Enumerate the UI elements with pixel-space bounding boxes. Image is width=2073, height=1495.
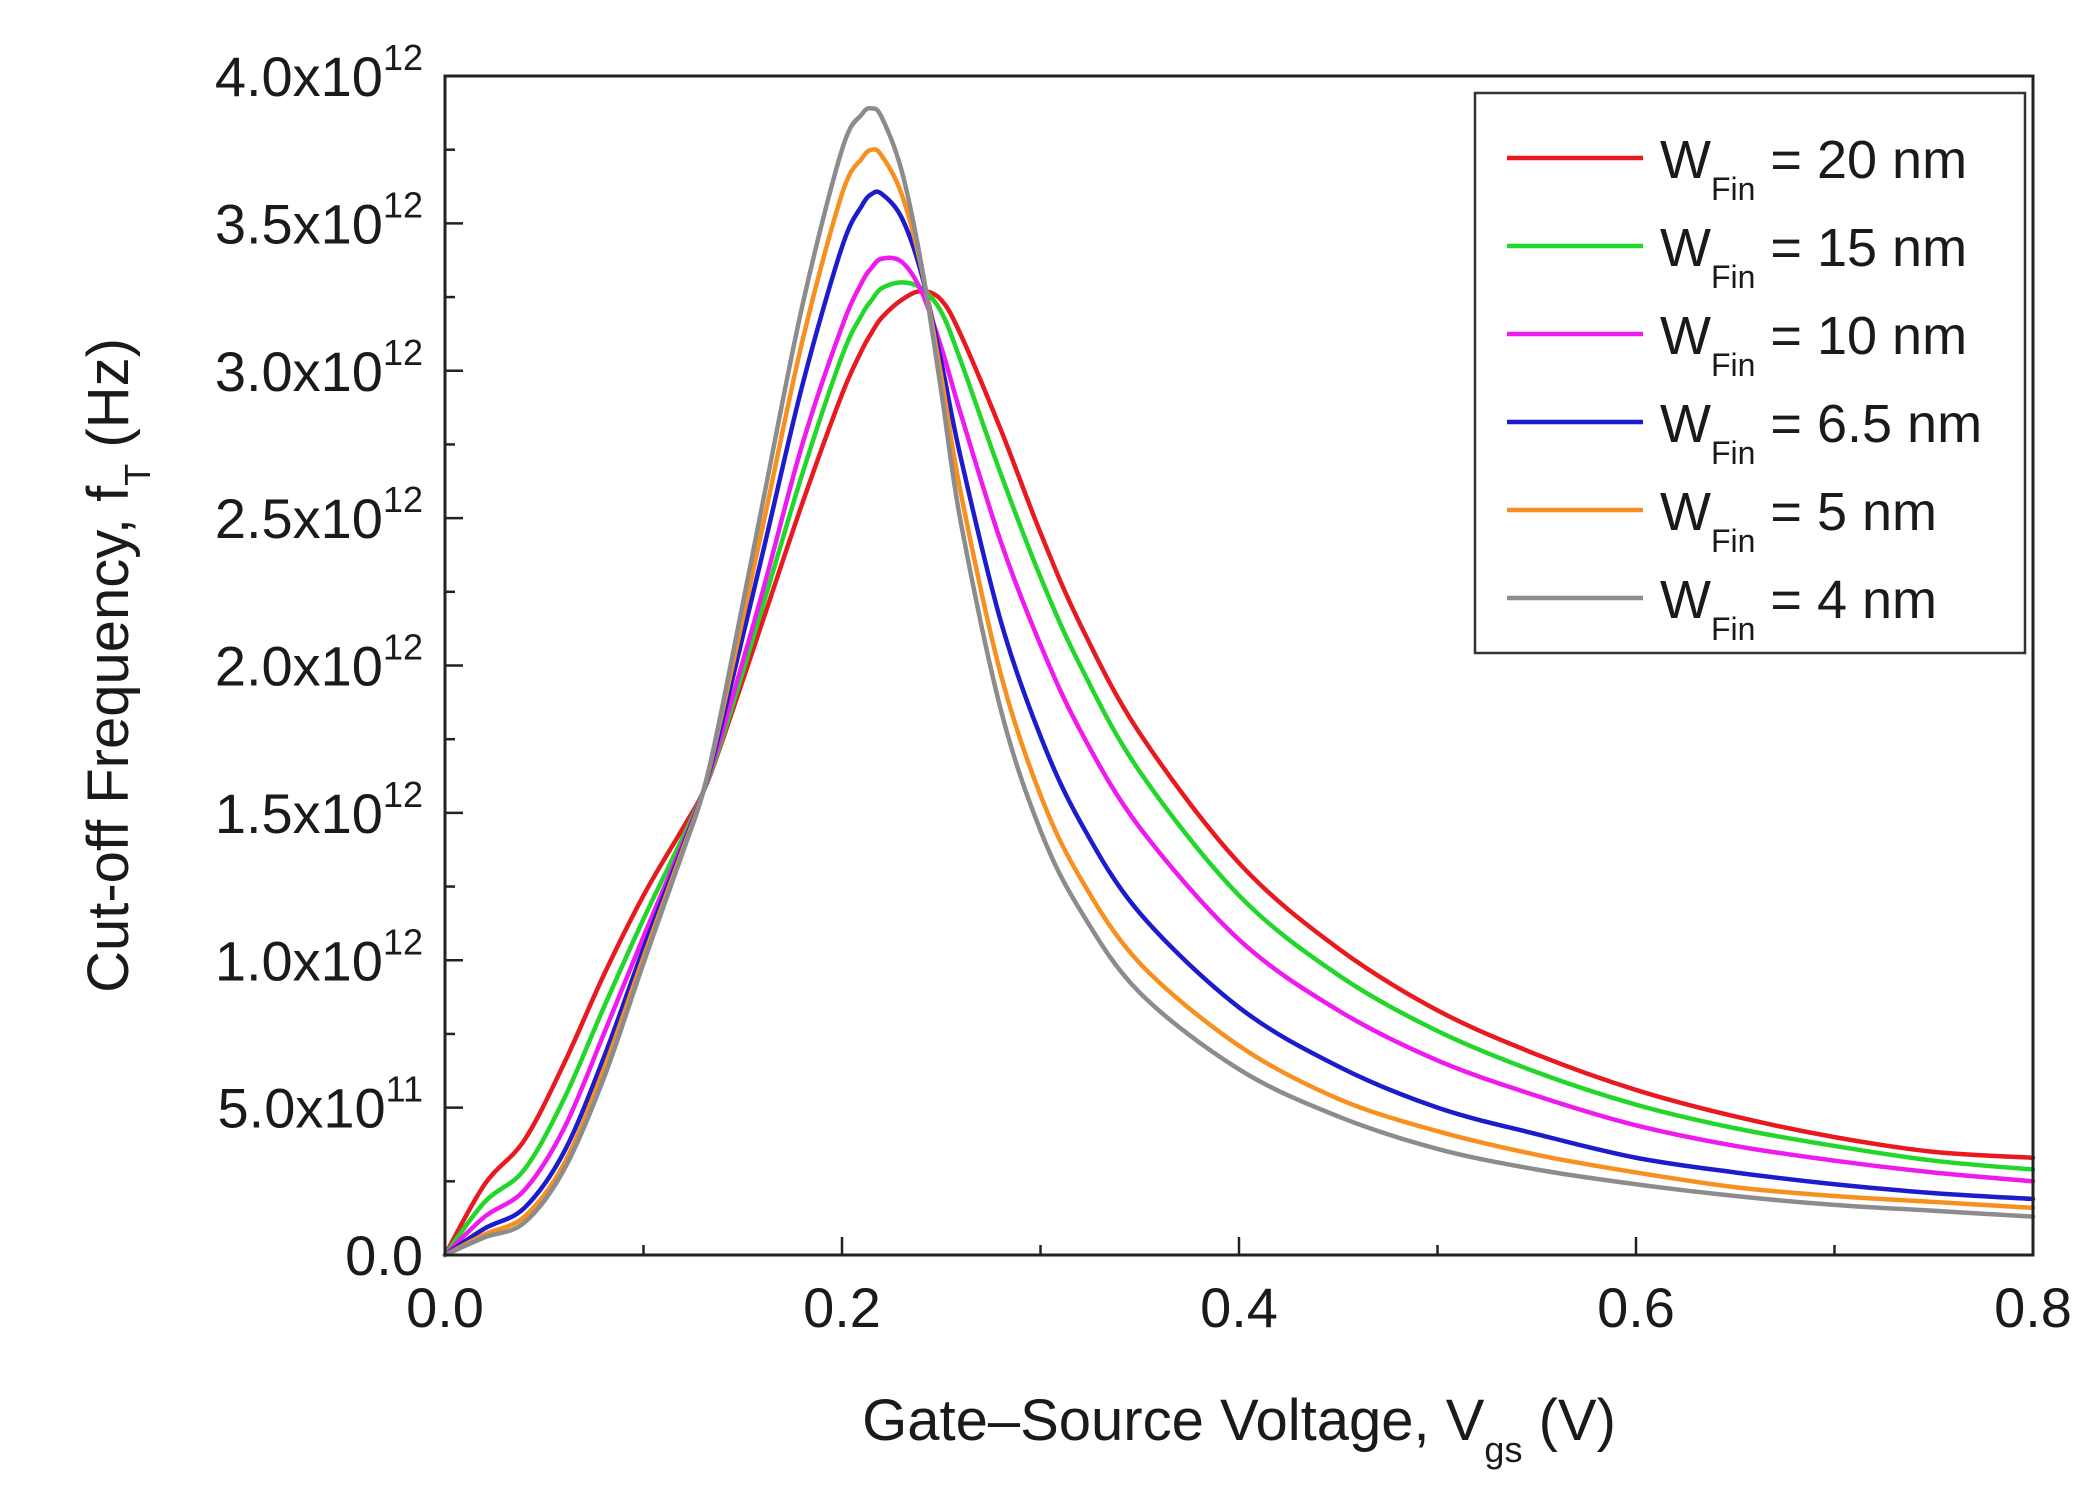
legend-entry-label: WFin = 15 nm: [1660, 218, 1967, 295]
legend: WFin = 20 nm WFin = 15 nm WFin = 10 nm WFin…: [1473, 91, 2027, 655]
plot-frame: [443, 74, 2035, 1257]
y-tick-label: 3.0x1012: [215, 332, 423, 403]
x-tick-label: 0.2: [803, 1276, 881, 1339]
x-tick-label: 0.6: [1597, 1276, 1675, 1339]
y-tick-labels: 0.0 5.0x1011 1.0x1012 1.5x1012 2.0x1012 2.5x1…: [215, 37, 423, 1287]
y-tick-label: 1.0x1012: [215, 921, 423, 992]
y-tick-label: 3.5x1012: [215, 184, 423, 255]
series-line-20-nm: [442, 288, 2036, 1258]
x-tick-label: 0.8: [1994, 1276, 2072, 1339]
legend-box: [1473, 91, 2027, 655]
series-layer: [442, 105, 2036, 1258]
x-tick-label: 0.4: [1200, 1276, 1278, 1339]
y-tick-label: 0.0: [345, 1224, 423, 1287]
series-line-4-nm: [442, 105, 2036, 1258]
series-line-15-nm: [442, 280, 2036, 1258]
y-tick-label: 4.0x1012: [215, 37, 423, 108]
x-axis-label: Gate–Source Voltage, Vgs (V): [862, 1388, 1616, 1470]
y-tick-label: 1.5x1012: [215, 774, 423, 845]
legend-entry-label: WFin = 5 nm: [1660, 482, 1937, 559]
legend-entry-label: WFin = 4 nm: [1660, 570, 1937, 647]
x-tick-labels: 0.0 0.2 0.4 0.6 0.8: [406, 1276, 2072, 1339]
y-tick-label: 2.5x1012: [215, 479, 423, 550]
x-tick-label: 0.0: [406, 1276, 484, 1339]
legend-entry-label: WFin = 10 nm: [1660, 306, 1967, 383]
y-tick-label: 2.0x1012: [215, 627, 423, 698]
y-axis-label: Cut-off Frequency, fT (Hz): [76, 338, 158, 993]
y-tick-label: 5.0x1011: [217, 1069, 423, 1140]
legend-entry-label: WFin = 20 nm: [1660, 130, 1967, 207]
legend-entry-label: WFin = 6.5 nm: [1660, 394, 1982, 471]
